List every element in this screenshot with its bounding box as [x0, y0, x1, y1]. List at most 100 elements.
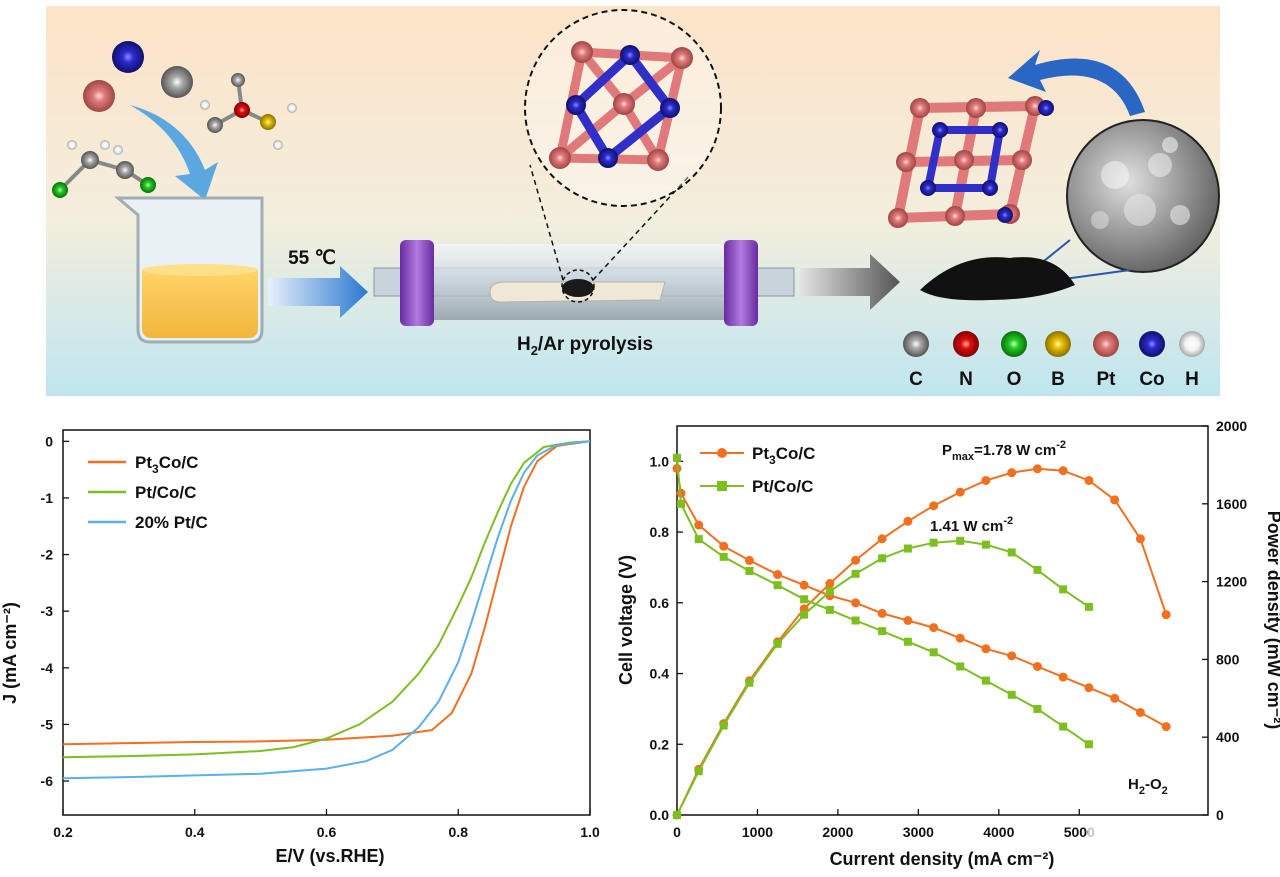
pol-point-power: [1007, 468, 1017, 478]
pol-point-voltage: [719, 541, 729, 551]
pol-point-voltage: [800, 595, 809, 604]
pol-point-voltage: [851, 616, 860, 625]
lsv-y-tick-label: -3: [41, 603, 54, 619]
pol-point-voltage: [1161, 722, 1171, 732]
lsv-y-tick-label: -5: [41, 716, 54, 732]
lsv-legend-label-0: Pt3Co/C: [135, 453, 198, 476]
pol-x-tick-label: 1000: [742, 824, 773, 840]
pol-series-line-power-3: [676, 539, 1090, 816]
pol-point-power: [981, 475, 991, 485]
pol-point-voltage: [1058, 672, 1068, 682]
lsv-y-axis-title: J (mA cm⁻²): [0, 602, 20, 704]
lsv-chart: 0.2 0.4 0.6 0.8 1.0 0 -1 -2 -3 -4 -5 -6 Pt3Co/C Pt/C…: [0, 429, 600, 866]
pol-point-voltage: [773, 581, 782, 590]
gas-annotation: H2-O2: [1128, 776, 1168, 797]
pol-x-tick-label: 2000: [822, 824, 853, 840]
pol-right-axis-title: Power density (mW cm⁻²): [1264, 511, 1280, 730]
lsv-series-line-2: [62, 440, 591, 780]
lsv-x-axis-title: E/V (vs.RHE): [275, 846, 384, 866]
pol-point-voltage: [929, 623, 939, 633]
pol-point-voltage: [929, 648, 938, 657]
pol-point-power: [1084, 475, 1094, 485]
pol-point-power: [773, 639, 782, 648]
pol-point-voltage: [825, 605, 834, 614]
pol-point-power: [1007, 548, 1016, 557]
pol-point-voltage: [677, 499, 686, 508]
pol-point-voltage: [744, 555, 754, 565]
pol-point-power: [1059, 585, 1068, 594]
pol-y-tick-label: 0.2: [650, 736, 670, 752]
pol-point-power: [956, 536, 965, 545]
pol-point-voltage: [903, 616, 913, 625]
pol-point-power: [694, 767, 703, 776]
pt-co-peak-annotation: 1.41 W cm-2: [930, 515, 1013, 535]
pol-point-power: [877, 534, 887, 544]
pmax-annotation: Pmax=1.78 W cm-2: [942, 439, 1066, 463]
pol-y2-tick-label: 0: [1216, 807, 1224, 823]
lsv-legend-label-1: Pt/Co/C: [135, 483, 196, 502]
pol-point-voltage: [1007, 651, 1017, 661]
pol-series-line-power-1: [676, 467, 1168, 816]
pol-point-voltage: [851, 598, 861, 608]
pol-point-voltage: [673, 453, 681, 462]
pol-point-voltage: [1033, 704, 1042, 713]
polarization-chart: 0 1000 2000 3000 4000 5000 0.0 0.2 0.4 0.6 0.8 1.0 0…: [616, 418, 1280, 869]
pol-point-power: [851, 555, 861, 565]
pol-legend-marker: [717, 481, 727, 491]
pol-x-tick-label: 5000: [1064, 824, 1095, 840]
pol-point-voltage: [1135, 707, 1145, 717]
element-swatch-co: [1139, 331, 1165, 357]
pol-x-tick-label: 3000: [903, 824, 934, 840]
heating-arrow-icon: [268, 266, 368, 318]
pol-point-voltage: [981, 676, 990, 685]
pol-x-tick-label: 4000: [983, 824, 1014, 840]
temperature-label: 55 ℃: [288, 248, 336, 269]
pol-y-tick-label: 0.4: [650, 666, 670, 682]
pol-point-power: [800, 610, 809, 619]
pol-left-axis-title: Cell voltage (V): [616, 555, 636, 685]
pol-point-power: [1084, 602, 1093, 611]
element-legend: C N O B Pt Co H: [903, 331, 1205, 390]
pol-point-voltage: [1084, 740, 1093, 749]
lsv-x-tick-label: 1.0: [580, 824, 600, 840]
pol-y-tick-label: 0.8: [650, 524, 670, 540]
lsv-series-line-0: [62, 440, 591, 746]
synthesis-schematic: 55 ℃ H2/Ar pyrolysis: [46, 6, 1220, 396]
lsv-x-tick-label: 0.8: [449, 824, 469, 840]
element-label-c: C: [909, 369, 923, 390]
element-label-h: H: [1185, 369, 1199, 390]
lsv-x-tick-label: 0.6: [317, 824, 337, 840]
lsv-x-tick-label: 0.2: [53, 824, 73, 840]
crystal-zoom-icon: [524, 9, 722, 281]
pol-point-power: [1161, 610, 1171, 620]
beaker-icon: [113, 196, 264, 344]
pol-y-tick-label: 0.6: [650, 595, 670, 611]
element-label-n: N: [959, 369, 973, 390]
pol-point-voltage: [694, 535, 703, 544]
pol-point-voltage: [903, 637, 912, 646]
watermark-overlay: [1088, 822, 1258, 848]
lsv-series-line-1: [62, 440, 591, 759]
pol-point-power: [955, 487, 965, 497]
pol-point-voltage: [1084, 683, 1094, 693]
pol-point-power: [878, 554, 887, 563]
pol-point-voltage: [981, 644, 991, 654]
lsv-x-tick-label: 0.4: [185, 824, 205, 840]
product-arrow-icon: [800, 254, 900, 310]
pol-y-tick-label: 1.0: [650, 453, 670, 469]
lsv-legend-label-2: 20% Pt/C: [135, 513, 208, 532]
pol-y-tick-label: 0.0: [650, 807, 670, 823]
pol-point-power: [929, 501, 939, 511]
pol-x-tick-label: 0: [673, 824, 681, 840]
process-label: H2/Ar pyrolysis: [517, 334, 653, 358]
pol-y2-tick-label: 800: [1216, 651, 1240, 667]
curved-arrow-icon: [1008, 50, 1145, 116]
element-label-pt: Pt: [1097, 369, 1117, 390]
precursor-atoms-icon: [83, 41, 193, 112]
pol-point-voltage: [877, 608, 887, 618]
pol-point-voltage: [956, 662, 965, 671]
element-label-b: B: [1051, 369, 1065, 390]
precursor-molecules-icon: [52, 73, 297, 198]
pol-point-voltage: [878, 627, 887, 636]
pol-series-line-voltage-2: [676, 457, 1090, 746]
